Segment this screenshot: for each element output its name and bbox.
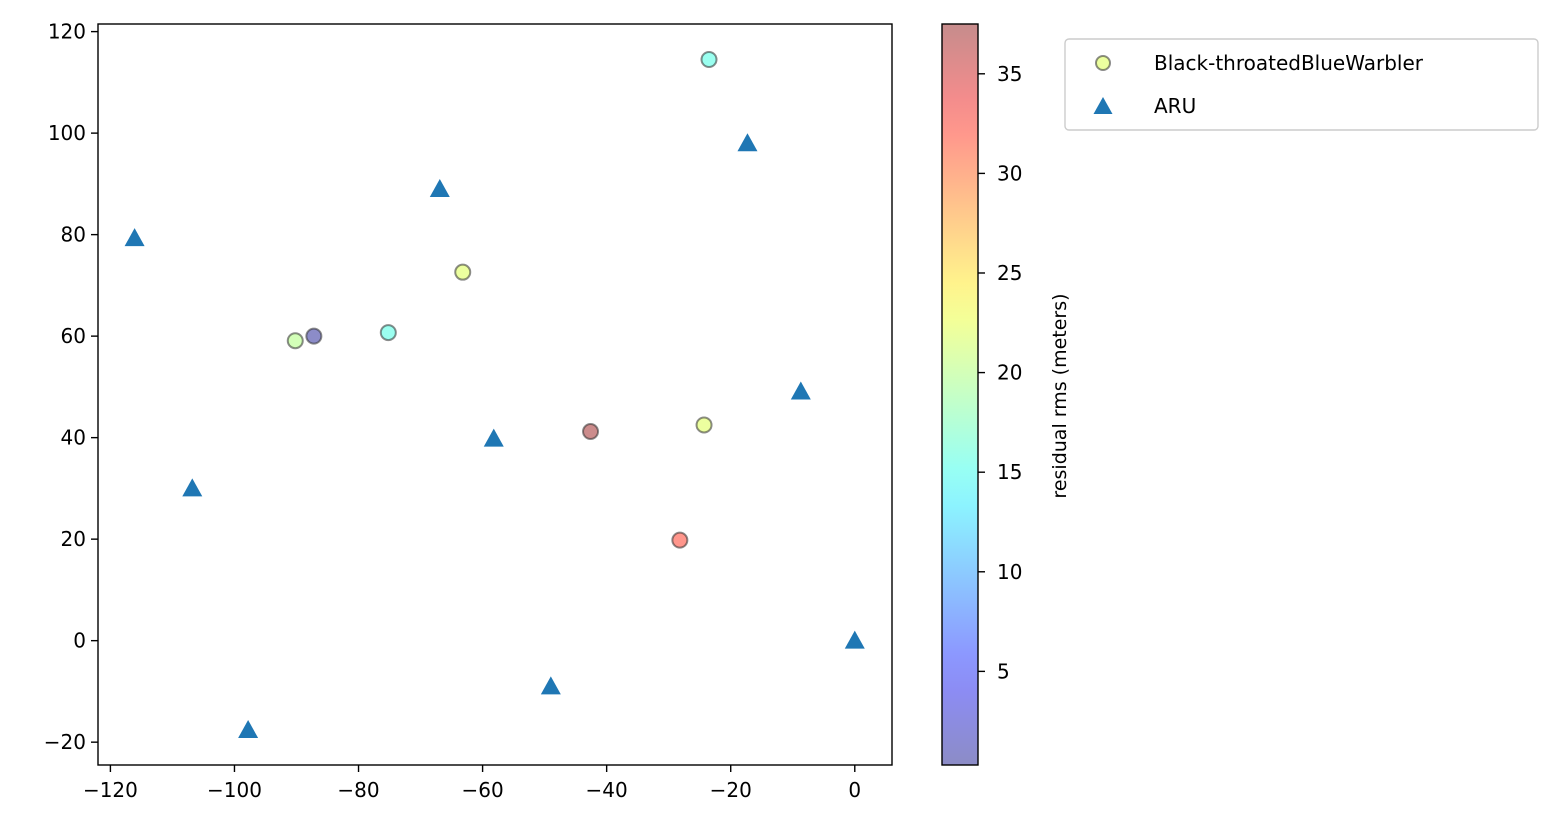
- y-tick-label: 40: [61, 426, 86, 450]
- colorbar-tick-label: 10: [997, 560, 1022, 584]
- y-tick-label: 100: [48, 121, 86, 145]
- colorbar-frame: [941, 23, 979, 766]
- aru-point: [124, 228, 145, 247]
- colorbar-tick-label: 15: [997, 460, 1022, 484]
- y-tick-label: 20: [61, 527, 86, 551]
- aru-point: [429, 178, 450, 197]
- x-tick-label: −120: [83, 778, 138, 802]
- warbler-point: [286, 332, 304, 350]
- warbler-point-base: [287, 333, 303, 349]
- colorbar-tick-label: 5: [997, 659, 1010, 683]
- warbler-point-base: [672, 532, 688, 548]
- y-tick-label: 80: [61, 223, 86, 247]
- warbler-point: [700, 51, 718, 69]
- aru-point: [844, 630, 865, 649]
- warbler-point-base: [380, 325, 396, 341]
- x-axis: −120 −100 −80 −60 −40 −20 0: [83, 765, 861, 802]
- colorbar-fill: [942, 24, 978, 765]
- y-tick-label: 120: [48, 20, 86, 44]
- warbler-point: [379, 324, 397, 342]
- aru-point: [540, 676, 561, 695]
- colorbar-label: residual rms (meters): [1049, 293, 1071, 498]
- legend-label-aru: ARU: [1154, 94, 1196, 118]
- legend-marker-warbler: [1095, 55, 1111, 71]
- legend-box: [1064, 38, 1539, 131]
- plot-frame: [97, 23, 893, 766]
- x-tick-label: −40: [586, 778, 628, 802]
- legend: Black-throatedBlueWarbler ARU: [1064, 38, 1539, 131]
- warbler-point: [671, 531, 689, 549]
- aru-point: [737, 133, 758, 152]
- x-tick-label: 0: [848, 778, 861, 802]
- warbler-point: [695, 416, 713, 434]
- warbler-point: [454, 263, 472, 281]
- y-tick-label: 0: [73, 629, 86, 653]
- legend-marker-aru: [1093, 97, 1113, 114]
- colorbar-tick-label: 35: [997, 62, 1022, 86]
- warbler-point-base: [696, 417, 712, 433]
- plot-marks: [124, 51, 865, 738]
- aru-point: [483, 428, 504, 447]
- colorbar-tick-label: 25: [997, 261, 1022, 285]
- colorbar-tick-label: 30: [997, 161, 1022, 185]
- colorbar-axis: 5 10 15 20 25 30 35: [978, 62, 1022, 683]
- warbler-point-base: [455, 264, 471, 280]
- warbler-point-base: [583, 424, 599, 440]
- aru-point: [182, 478, 203, 497]
- x-tick-label: −20: [710, 778, 752, 802]
- aru-point: [238, 719, 259, 738]
- y-tick-label: −20: [44, 730, 86, 754]
- x-tick-label: −60: [461, 778, 503, 802]
- y-tick-label: 60: [61, 324, 86, 348]
- legend-label-warbler: Black-throatedBlueWarbler: [1154, 51, 1424, 75]
- warbler-point: [582, 423, 600, 441]
- x-tick-label: −80: [337, 778, 379, 802]
- warbler-point-base: [701, 52, 717, 68]
- warbler-point-base: [306, 328, 322, 344]
- x-tick-label: −100: [207, 778, 262, 802]
- colorbar-tick-label: 20: [997, 361, 1022, 385]
- y-axis: −20 0 20 40 60 80 100 120: [44, 20, 98, 754]
- warbler-point: [305, 327, 323, 345]
- aru-point: [790, 381, 811, 400]
